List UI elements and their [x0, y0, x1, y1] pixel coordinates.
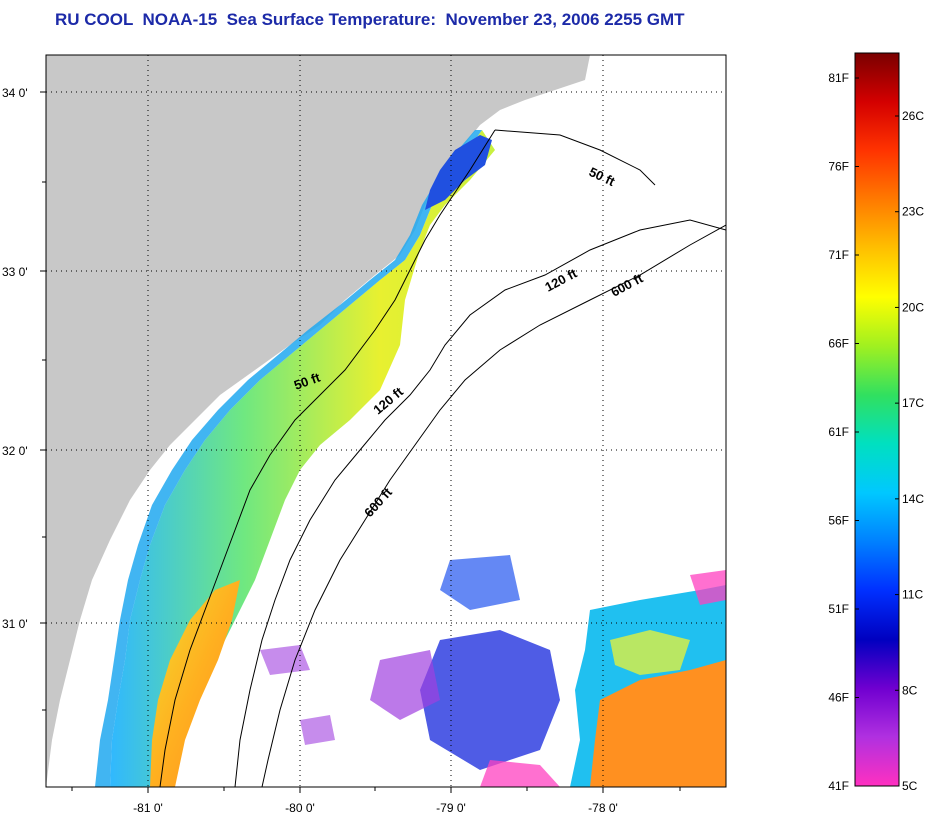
contour-600ft — [261, 224, 726, 787]
lon-label-81: -81 0' — [133, 801, 163, 815]
contour-120ft — [234, 219, 726, 787]
contour-50ft — [159, 129, 656, 787]
lon-label-79: -79 0' — [436, 801, 466, 815]
lat-label-31: 31 0' — [2, 617, 28, 631]
map-frame — [45, 54, 727, 788]
lat-label-33: 33 0' — [2, 265, 28, 279]
lat-lon-grid — [46, 55, 726, 787]
northern-cold-patch — [425, 135, 492, 210]
lon-label-80: -80 0' — [285, 801, 315, 815]
bathymetry-contours — [159, 129, 726, 787]
lat-label-34: 34 0' — [2, 86, 28, 100]
map-title: RU COOL NOAA-15 Sea Surface Temperature:… — [55, 10, 685, 29]
land-mass — [46, 55, 590, 787]
lat-label-32: 32 0' — [2, 444, 28, 458]
southern-warm-shelf — [150, 580, 240, 787]
lon-label-78: -78 0' — [588, 801, 618, 815]
axis-ticks — [40, 91, 681, 793]
